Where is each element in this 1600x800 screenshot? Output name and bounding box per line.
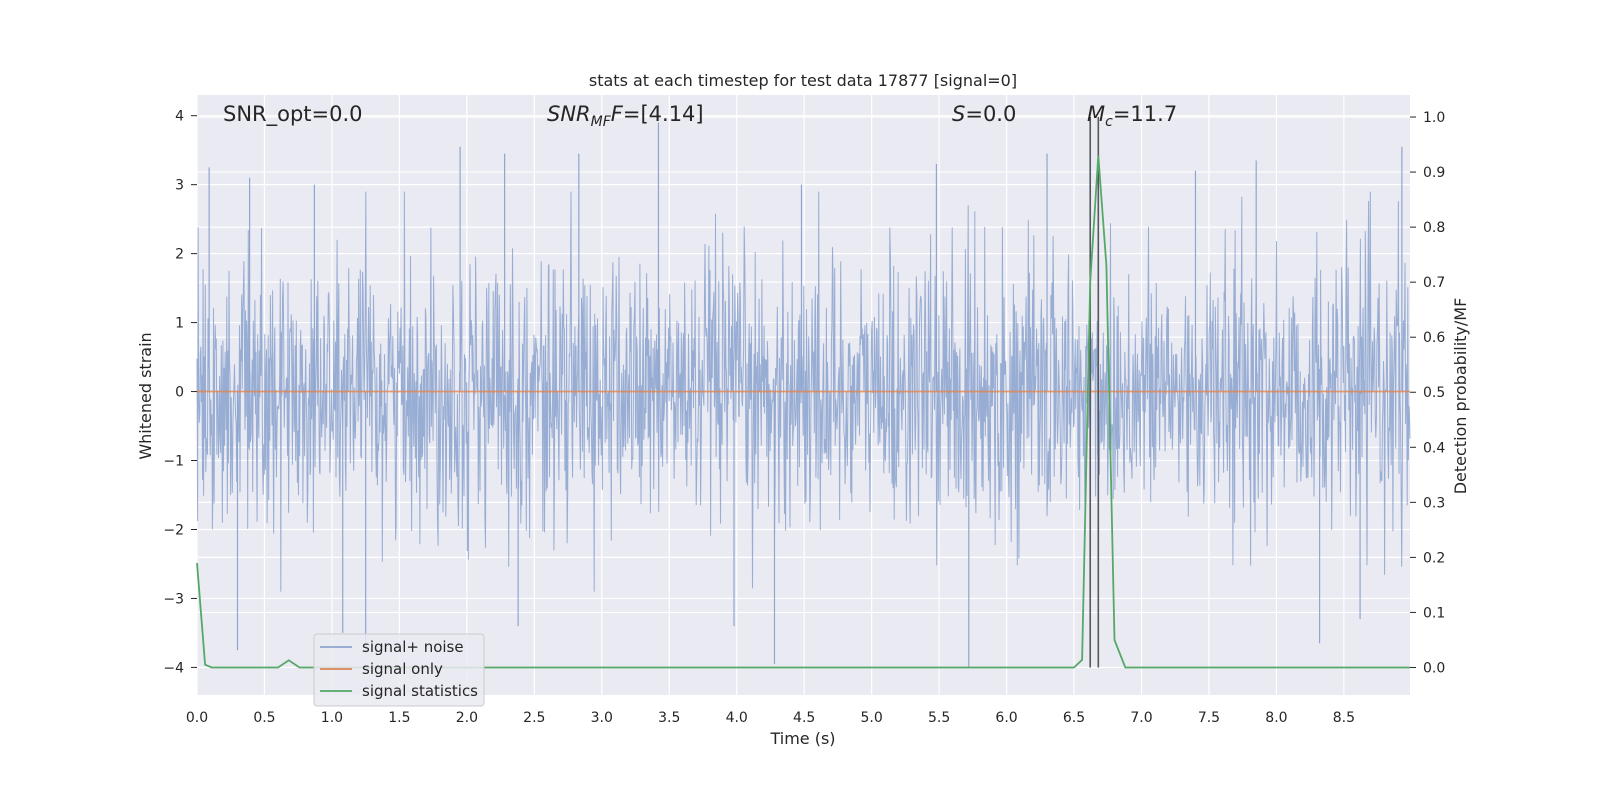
signal-noise-trace xyxy=(196,191,1411,592)
legend-label-signal-noise: signal+ noise xyxy=(362,638,464,656)
annotation-snr-opt: SNR_opt=0.0 xyxy=(223,102,363,127)
x-tick-label: 0.5 xyxy=(253,710,275,726)
y-right-tick-label: 0.3 xyxy=(1423,495,1445,511)
y-tick-label: 0 xyxy=(175,385,184,401)
x-axis-label: Time (s) xyxy=(769,729,835,748)
legend-label-signal-statistics: signal statistics xyxy=(362,682,478,700)
y-right-tick-label: 0.9 xyxy=(1423,165,1445,181)
x-tick-label: 3.0 xyxy=(591,710,613,726)
y-right-tick-label: 0.7 xyxy=(1423,275,1445,291)
x-tick-label: 5.5 xyxy=(928,710,950,726)
x-tick-label: 4.5 xyxy=(793,710,815,726)
y-tick-label: 2 xyxy=(175,247,184,263)
x-tick-label: 2.5 xyxy=(523,710,545,726)
signal-statistics-line xyxy=(196,155,1410,669)
y-tick-label: 3 xyxy=(175,178,184,194)
annotation-mc: Mc=11.7 xyxy=(1087,102,1177,130)
annotation-s-stat: S=0.0 xyxy=(952,102,1016,126)
x-tick-label: 6.0 xyxy=(995,710,1017,726)
y-right-tick-label: 0.0 xyxy=(1423,660,1445,676)
x-tick-label: 0.0 xyxy=(186,710,208,726)
tick-labels: 0.0 0.5 1.0 1.5 2.0 2.5 3.0 3.5 4.0 4.5 5.0 5.5 6.0 6… xyxy=(163,109,1445,726)
y-right-tick-label: 0.1 xyxy=(1423,605,1445,621)
x-tick-label: 5.0 xyxy=(861,710,883,726)
y-tick-label: −3 xyxy=(163,591,184,607)
y-right-tick-label: 0.4 xyxy=(1423,440,1445,456)
x-tick-label: 4.0 xyxy=(726,710,748,726)
y-tick-label: 1 xyxy=(175,316,184,332)
chart-title: stats at each timestep for test data 178… xyxy=(589,71,1017,90)
x-tick-label: 1.5 xyxy=(388,710,410,726)
x-tick-label: 1.0 xyxy=(321,710,343,726)
legend-box xyxy=(313,633,485,707)
x-tick-label: 6.5 xyxy=(1063,710,1085,726)
y-tick-label: −1 xyxy=(163,454,184,470)
y-tick-label: 4 xyxy=(175,109,184,125)
x-tick-label: 7.5 xyxy=(1198,710,1220,726)
y-right-tick-label: 0.2 xyxy=(1423,550,1445,566)
x-tick-label: 7.0 xyxy=(1130,710,1152,726)
x-tick-label: 3.5 xyxy=(658,710,680,726)
x-tick-label: 8.5 xyxy=(1333,710,1355,726)
y-right-tick-label: 0.6 xyxy=(1423,330,1445,346)
signal-noise-series xyxy=(196,122,1411,668)
x-tick-label: 8.0 xyxy=(1265,710,1287,726)
y-axis-label: Whitened strain xyxy=(136,332,155,459)
legend: signal+ noise signal only signal statist… xyxy=(313,633,485,707)
line-series xyxy=(196,117,1410,669)
y-tick-label: −2 xyxy=(163,522,184,538)
annotation-snr-mf: SNRMFF=[4.14] xyxy=(547,102,704,130)
x-tick-label: 2.0 xyxy=(456,710,478,726)
y-right-tick-label: 0.5 xyxy=(1423,385,1445,401)
legend-label-signal-only: signal only xyxy=(362,660,443,678)
y-right-tick-label: 1.0 xyxy=(1423,110,1445,126)
y-axis-right-label: Detection probability/MF xyxy=(1451,298,1470,495)
y-tick-label: −4 xyxy=(163,660,184,676)
y-right-tick-label: 0.8 xyxy=(1423,220,1445,236)
